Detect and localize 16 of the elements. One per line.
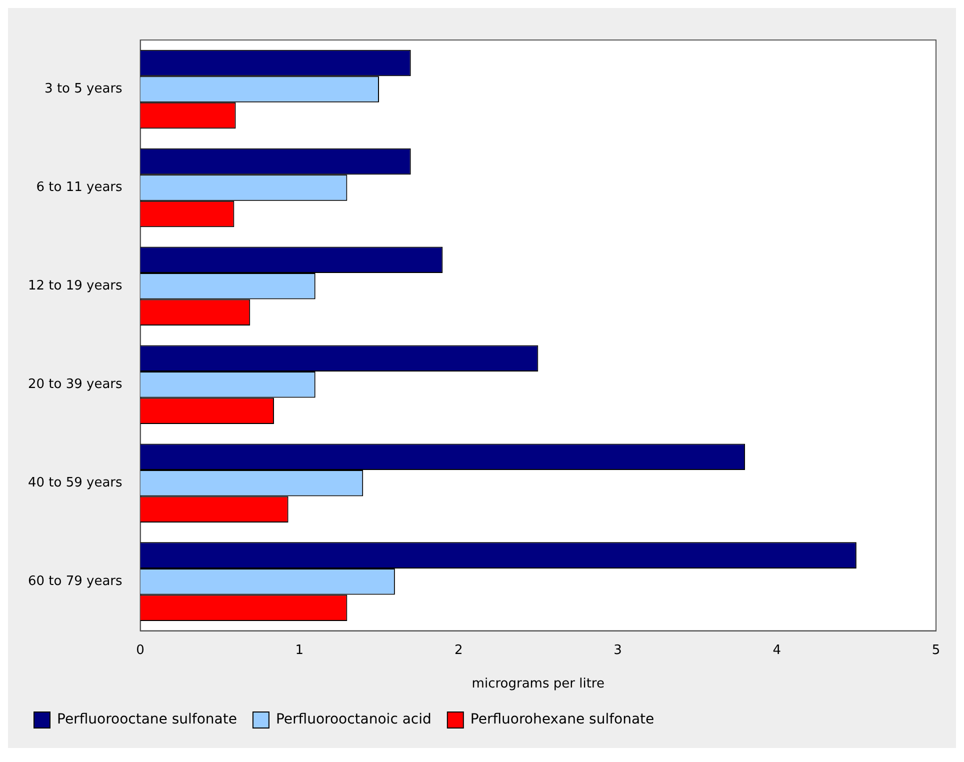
y-tick-label: 3 to 5 years — [44, 82, 123, 97]
x-axis-title: micrograms per litre — [472, 676, 604, 692]
x-tick-label: 4 — [772, 642, 781, 658]
y-tick-label: 12 to 19 years — [28, 278, 123, 294]
y-tick-label: 20 to 39 years — [28, 377, 123, 392]
x-tick-label: 2 — [454, 642, 463, 658]
x-tick-label: 1 — [295, 642, 304, 658]
x-tick-label: 0 — [136, 642, 144, 658]
x-tick-label: 5 — [932, 642, 940, 658]
y-tick-label: 60 to 79 years — [28, 574, 123, 589]
y-tick-label: 6 to 11 years — [36, 180, 123, 196]
legend-label: Perfluorooctane sulfonate — [57, 712, 237, 728]
legend-label: Perfluorohexane sulfonate — [470, 712, 654, 728]
y-tick-label: 40 to 59 years — [28, 475, 123, 490]
x-tick-label: 3 — [614, 642, 622, 658]
legend-label: Perfluorooctanoic acid — [276, 712, 432, 728]
